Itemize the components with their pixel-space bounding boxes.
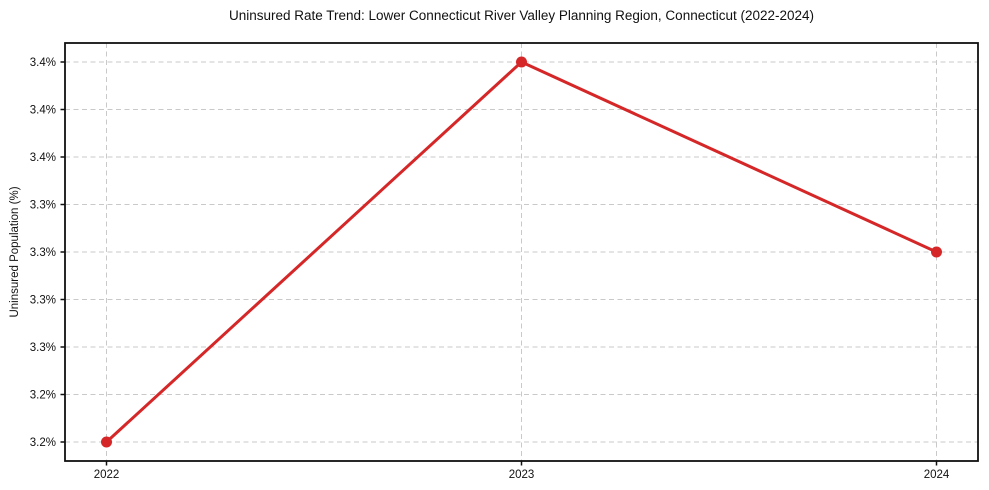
x-tick-label: 2024 [924, 469, 950, 481]
y-tick-label: 3.4% [30, 57, 56, 69]
data-point-2022 [101, 436, 112, 448]
y-tick-label: 3.2% [30, 390, 56, 402]
data-point-2024 [931, 246, 942, 258]
plot-border [64, 42, 979, 462]
x-tick-label: 2022 [94, 469, 120, 481]
y-tick-label: 3.3% [30, 342, 56, 354]
y-tick-label: 3.4% [30, 105, 56, 117]
x-tick-label: 2023 [509, 469, 535, 481]
y-tick-label: 3.3% [30, 247, 56, 259]
chart-title: Uninsured Rate Trend: Lower Connecticut … [228, 8, 815, 23]
y-tick-label: 3.3% [30, 295, 56, 307]
y-tick-label: 3.4% [30, 152, 56, 164]
y-tick-label: 3.2% [30, 437, 56, 449]
y-tick-label: 3.3% [30, 200, 56, 212]
data-point-2023 [516, 56, 527, 68]
